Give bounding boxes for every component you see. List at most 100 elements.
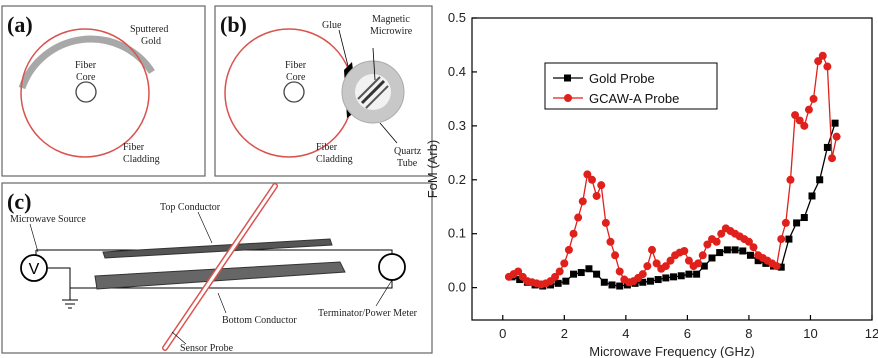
gold-probe-point bbox=[785, 235, 793, 243]
microwave-source-label: Microwave Source bbox=[10, 214, 86, 225]
core-label-1: Fiber bbox=[285, 60, 307, 71]
top-conductor-label: Top Conductor bbox=[160, 202, 221, 213]
gold-probe-point bbox=[823, 143, 831, 151]
plot-frame bbox=[471, 17, 873, 321]
gold-probe-point bbox=[831, 119, 839, 127]
voltage-source-symbol: V bbox=[29, 261, 40, 278]
gcaw-probe-point bbox=[615, 267, 624, 276]
gold-label-2: Gold bbox=[141, 36, 161, 47]
gold-probe-point bbox=[700, 262, 708, 270]
gcaw-probe-point bbox=[574, 213, 583, 222]
terminator-icon bbox=[378, 253, 406, 281]
gcaw-probe-point bbox=[772, 262, 781, 271]
gcaw-probe-point bbox=[592, 191, 601, 200]
gcaw-probe-point bbox=[611, 251, 620, 260]
gold-probe-point bbox=[570, 270, 578, 278]
gold-probe-point bbox=[716, 249, 724, 257]
gcaw-probe-point bbox=[583, 170, 592, 179]
gcaw-probe-point bbox=[744, 237, 753, 246]
gold-probe-point bbox=[670, 273, 678, 281]
gcaw-probe-point bbox=[680, 246, 689, 255]
gold-probe-point bbox=[616, 282, 624, 290]
gold-probe-point bbox=[693, 270, 701, 278]
gold-probe-point bbox=[685, 270, 693, 278]
x-axis-title: Microwave Frequency (GHz) bbox=[589, 344, 754, 358]
gold-label-1: Sputtered bbox=[130, 24, 168, 35]
gold-probe-point bbox=[593, 270, 601, 278]
gold-probe-point bbox=[646, 277, 654, 285]
gold-probe-point bbox=[608, 281, 616, 289]
y-tick-label: 0.0 bbox=[448, 280, 466, 295]
bottom-leader-line bbox=[217, 292, 227, 314]
gcaw-probe-point bbox=[791, 111, 800, 120]
gold-probe-point bbox=[677, 272, 685, 280]
gcaw-probe-point bbox=[818, 51, 827, 60]
x-tick-label: 10 bbox=[803, 326, 817, 341]
gcaw-probe-point bbox=[652, 259, 661, 268]
gold-probe-point bbox=[654, 276, 662, 284]
gcaw-probe-point bbox=[703, 240, 712, 249]
legend-box bbox=[544, 62, 718, 110]
cladding-label-1: Fiber bbox=[316, 142, 338, 153]
gcaw-probe-point bbox=[555, 267, 564, 276]
sensor-probe-core bbox=[163, 184, 277, 350]
legend-marker-gcaw bbox=[564, 94, 572, 102]
gcaw-probe-point bbox=[777, 235, 786, 244]
x-tick-label: 8 bbox=[745, 326, 752, 341]
gcaw-probe-point bbox=[638, 270, 647, 279]
gcaw-probe-point bbox=[712, 237, 721, 246]
y-tick-label: 0.5 bbox=[448, 10, 466, 25]
gold-probe-point bbox=[516, 276, 524, 284]
gold-probe-point bbox=[639, 278, 647, 286]
gold-probe-point bbox=[731, 246, 739, 254]
gcaw-probe-point bbox=[588, 175, 596, 184]
panel-b-letter: (b) bbox=[220, 12, 247, 37]
gcaw-probe-point bbox=[717, 229, 726, 238]
x-tick-label: 2 bbox=[561, 326, 568, 341]
magnetic-microwire-strand bbox=[365, 85, 389, 109]
y-axis-title: FoM (Arb) bbox=[425, 140, 440, 199]
x-tick-label: 6 bbox=[684, 326, 691, 341]
panel-c: (c) V Microwave Source Top Conductor Bot… bbox=[1, 182, 433, 354]
gold-probe-point bbox=[562, 277, 570, 285]
gcaw-probe-point bbox=[804, 105, 813, 114]
gcaw-probe-point bbox=[781, 218, 790, 227]
fom-chart: 0 2 4 6 8 10 12 0.0 0.1 0.2 0.3 0.4 0.5 Microwave Fr… bbox=[425, 10, 878, 358]
core-label-1: Fiber bbox=[75, 60, 97, 71]
gcaw-probe-point bbox=[661, 262, 670, 271]
legend-marker-gold bbox=[564, 74, 571, 82]
panel-a: (a) Sputtered Gold Fiber Core Fiber Clad… bbox=[1, 5, 206, 177]
terminator-leader-line bbox=[375, 279, 393, 307]
panel-b: (b) Glue Magnetic Microwire Fiber Core F… bbox=[214, 5, 433, 177]
panel-c-letter: (c) bbox=[7, 189, 31, 214]
legend-label-gcaw: GCAW-A Probe bbox=[589, 91, 679, 106]
tube-label-2: Tube bbox=[397, 158, 418, 169]
cladding-label-2: Cladding bbox=[123, 154, 160, 165]
cladding-label-1: Fiber bbox=[123, 142, 145, 153]
gold-probe-point bbox=[816, 176, 824, 184]
top-leader-line bbox=[197, 211, 213, 244]
wire-label-1: Magnetic bbox=[372, 14, 410, 25]
gcaw-probe-point bbox=[569, 229, 578, 238]
gcaw-probe-point bbox=[564, 245, 573, 254]
magnetic-microwire-strand bbox=[360, 79, 386, 105]
voltage-source-icon bbox=[20, 254, 48, 282]
gcaw-probe-point bbox=[828, 154, 836, 163]
gcaw-probe-point bbox=[514, 267, 523, 276]
wire-label-2: Microwire bbox=[370, 26, 413, 37]
cladding-label-2: Cladding bbox=[316, 154, 353, 165]
gcaw-probe-point bbox=[560, 259, 569, 268]
gold-probe-point bbox=[793, 219, 801, 227]
gcaw-probe-point bbox=[786, 175, 795, 184]
x-tick-label: 12 bbox=[865, 326, 878, 341]
panel-a-frame bbox=[1, 5, 206, 177]
gcaw-probe-point bbox=[694, 259, 703, 268]
gcaw-probe-point bbox=[832, 132, 841, 141]
gcaw-probe-point bbox=[684, 256, 693, 265]
legend: Gold Probe GCAW-A Probe bbox=[544, 62, 718, 110]
x-tick-label: 4 bbox=[622, 326, 629, 341]
gcaw-probe-point bbox=[698, 251, 707, 260]
gold-probe-point bbox=[585, 265, 593, 273]
tube-leader-line bbox=[379, 122, 398, 144]
